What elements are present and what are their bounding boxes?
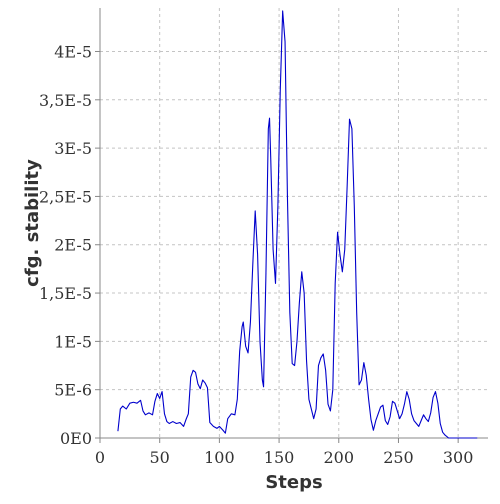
grid-lines: [100, 8, 488, 438]
series-line: [117, 10, 478, 439]
x-tick-label: 50: [150, 448, 170, 467]
x-tick-label: 250: [383, 448, 414, 467]
x-tick-label: 150: [264, 448, 295, 467]
y-tick-label: 0E0: [60, 429, 92, 448]
x-tick-label: 0: [95, 448, 105, 467]
x-tick-label: 200: [323, 448, 354, 467]
y-axis-title: cfg. stability: [22, 159, 43, 287]
x-axis-title: Steps: [265, 472, 322, 493]
axes: [99, 8, 488, 439]
y-tick-label: 3,5E-5: [39, 91, 92, 110]
y-tick-label: 2,5E-5: [39, 187, 92, 206]
y-tick-label: 4E-5: [54, 42, 92, 61]
axis-ticks: 0E0 5E-6 1E-5 1,5E-5 2E-5 2,5E-5 3E-5 3,5E-5 4E-…: [39, 42, 473, 467]
x-tick-label: 300: [443, 448, 474, 467]
plot-area-background: [100, 8, 488, 438]
y-tick-label: 5E-6: [54, 381, 92, 400]
x-tick-label: 100: [204, 448, 235, 467]
y-tick-label: 3E-5: [54, 139, 92, 158]
y-tick-label: 1,5E-5: [39, 284, 92, 303]
y-tick-label: 1E-5: [54, 332, 92, 351]
series: [117, 10, 478, 439]
y-tick-label: 2E-5: [54, 236, 92, 255]
